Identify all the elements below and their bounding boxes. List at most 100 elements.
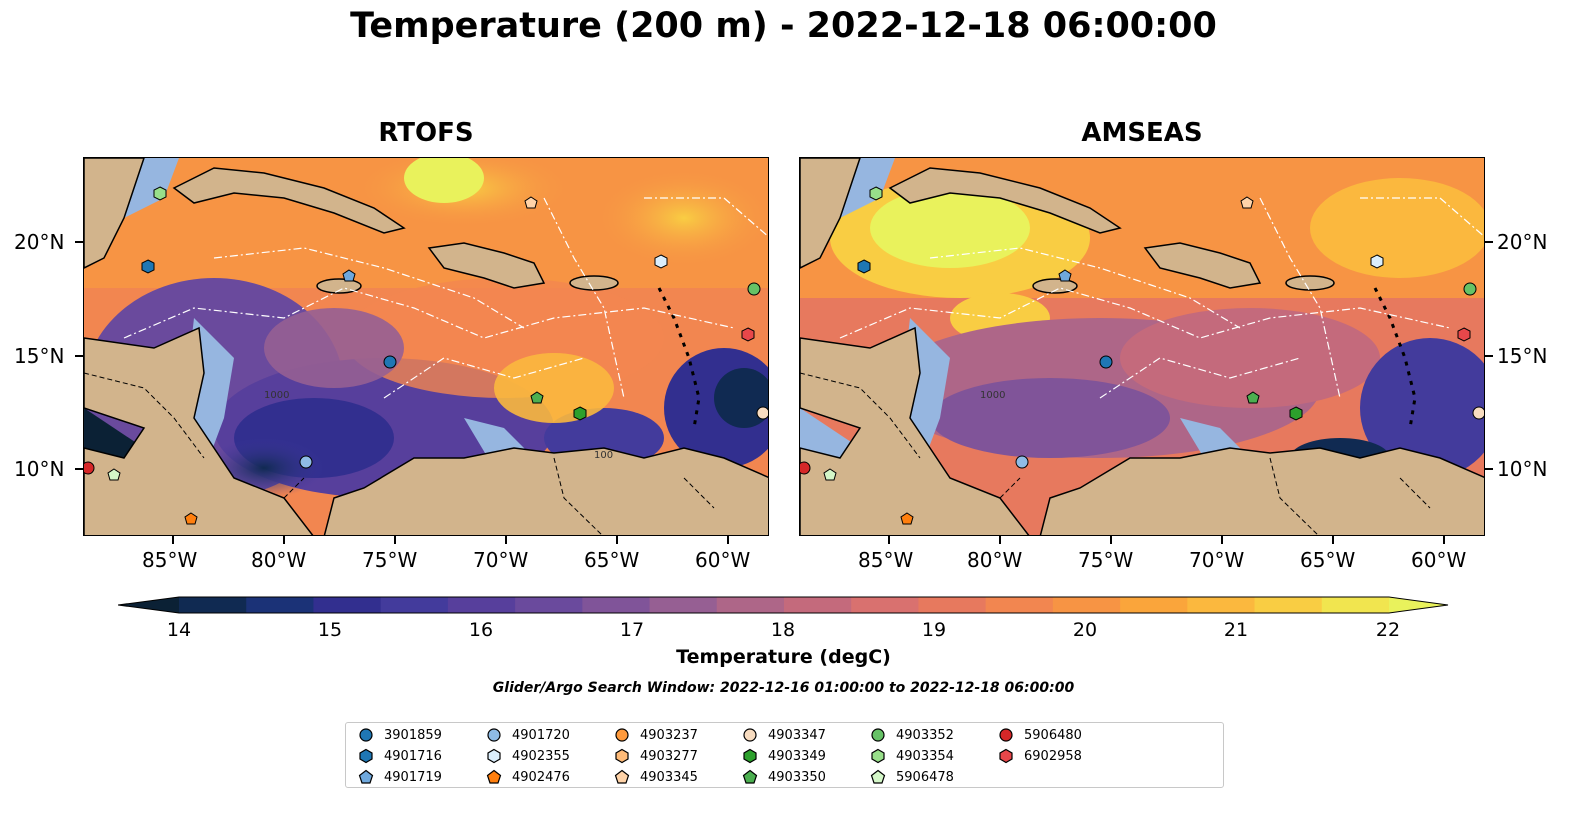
legend-item: 4903349 (742, 746, 826, 766)
float-marker-4903347 (756, 406, 768, 420)
float-marker-5906480 (84, 461, 95, 475)
legend-item: 4903354 (870, 746, 954, 766)
colorbar-segment (582, 597, 651, 613)
legend-item: 4903277 (614, 746, 698, 766)
float-marker-4903349 (573, 406, 587, 421)
float-marker-4901719 (342, 269, 356, 282)
contour-label: 1000 (264, 390, 289, 401)
float-marker-4903349 (1289, 406, 1303, 421)
float-marker-4903352 (747, 282, 761, 296)
float-marker-4902355 (654, 254, 668, 269)
legend-item: 4902476 (486, 767, 570, 787)
lon-tick (1110, 536, 1112, 544)
legend-item: 5906480 (998, 725, 1082, 745)
colorbar-segment (313, 597, 382, 613)
colorbar-segment (515, 597, 583, 613)
lat-tick (75, 241, 83, 243)
map-amseas-canvas: 1000 (800, 158, 1484, 535)
lon-tick-label: 70°W (1189, 548, 1245, 572)
lon-tick-label: 80°W (251, 548, 307, 572)
legend-label: 4901720 (512, 727, 570, 743)
float-marker-4901716 (141, 259, 155, 274)
lon-tick (1332, 536, 1334, 544)
lon-tick (1443, 536, 1445, 544)
lon-tick (616, 536, 618, 544)
legend-label: 4901716 (384, 748, 442, 764)
colorbar-tick-label: 17 (619, 619, 645, 641)
circle-marker-icon (871, 728, 885, 742)
pentagon-marker-icon (358, 769, 374, 784)
colorbar-tick-label: 14 (166, 619, 192, 641)
hexagon-marker-icon (615, 748, 629, 764)
lon-tick-label: 60°W (695, 548, 751, 572)
lat-tick (75, 468, 83, 470)
colorbar-label: Temperature (degC) (676, 646, 891, 668)
circle-marker-icon (999, 728, 1013, 742)
colorbar-outline (117, 596, 1449, 614)
colorbar-segment (918, 597, 987, 613)
lon-tick (999, 536, 1001, 544)
float-marker-5906480 (800, 461, 811, 475)
circle-marker-icon (359, 728, 373, 742)
float-marker-4902476 (900, 512, 914, 525)
float-marker-4901720 (299, 455, 313, 469)
float-marker-4901719 (1058, 269, 1072, 282)
float-marker-4903345 (524, 196, 538, 209)
float-marker-3901859 (1099, 355, 1113, 369)
float-marker-4903354 (153, 186, 167, 201)
colorbar-tick-label: 15 (317, 619, 343, 641)
float-marker-4902355 (1370, 254, 1384, 269)
float-marker-5906478 (823, 468, 837, 481)
panel-title-amseas: AMSEAS (1081, 118, 1203, 148)
legend-item: 3901859 (358, 725, 442, 745)
float-marker-3901859 (383, 355, 397, 369)
float-marker-4903347 (1472, 406, 1484, 420)
colorbar-segment (1120, 597, 1188, 613)
legend-item: 4901720 (486, 725, 570, 745)
colorbar-segment (716, 597, 785, 613)
legend-item: 5906478 (870, 767, 954, 787)
lat-tick (1485, 355, 1493, 357)
float-marker-6902958 (741, 327, 755, 342)
colorbar-tick-label: 19 (921, 619, 947, 641)
colorbar-segment (1187, 597, 1256, 613)
colorbar-tick-label: 21 (1223, 619, 1249, 641)
legend-item: 4901716 (358, 746, 442, 766)
hexagon-marker-icon (999, 748, 1013, 764)
legend-label: 4903352 (896, 727, 954, 743)
lat-tick-label: 15°N (14, 344, 65, 368)
hexagon-marker-icon (359, 748, 373, 764)
lat-tick-label: 10°N (1497, 457, 1548, 481)
legend-label: 4903350 (768, 769, 826, 785)
float-marker-4903352 (1463, 282, 1477, 296)
colorbar-tick-label: 22 (1375, 619, 1401, 641)
circle-marker-icon (743, 728, 757, 742)
lon-tick (727, 536, 729, 544)
legend-label: 3901859 (384, 727, 442, 743)
colorbar-segment (246, 597, 314, 613)
lon-tick-label: 70°W (473, 548, 529, 572)
lon-tick-label: 85°W (858, 548, 914, 572)
lat-tick-label: 20°N (1497, 230, 1548, 254)
lon-tick-label: 65°W (1300, 548, 1356, 572)
lon-tick-label: 85°W (142, 548, 198, 572)
legend-label: 4901719 (384, 769, 442, 785)
legend-label: 4902476 (512, 769, 570, 785)
lon-tick-label: 60°W (1411, 548, 1467, 572)
float-marker-6902958 (1457, 327, 1471, 342)
lon-tick-label: 65°W (584, 548, 640, 572)
panel-title-rtofs: RTOFS (378, 118, 474, 148)
lon-tick (172, 536, 174, 544)
legend-item: 4901719 (358, 767, 442, 787)
circle-marker-icon (615, 728, 629, 742)
legend-item: 4903237 (614, 725, 698, 745)
float-marker-5906478 (107, 468, 121, 481)
float-marker-4903345 (1240, 196, 1254, 209)
hexagon-marker-icon (871, 748, 885, 764)
lat-tick (75, 355, 83, 357)
colorbar-segment (784, 597, 852, 613)
legend-label: 4903347 (768, 727, 826, 743)
float-marker-4903350 (530, 391, 544, 404)
lat-tick-label: 15°N (1497, 344, 1548, 368)
lon-tick (888, 536, 890, 544)
